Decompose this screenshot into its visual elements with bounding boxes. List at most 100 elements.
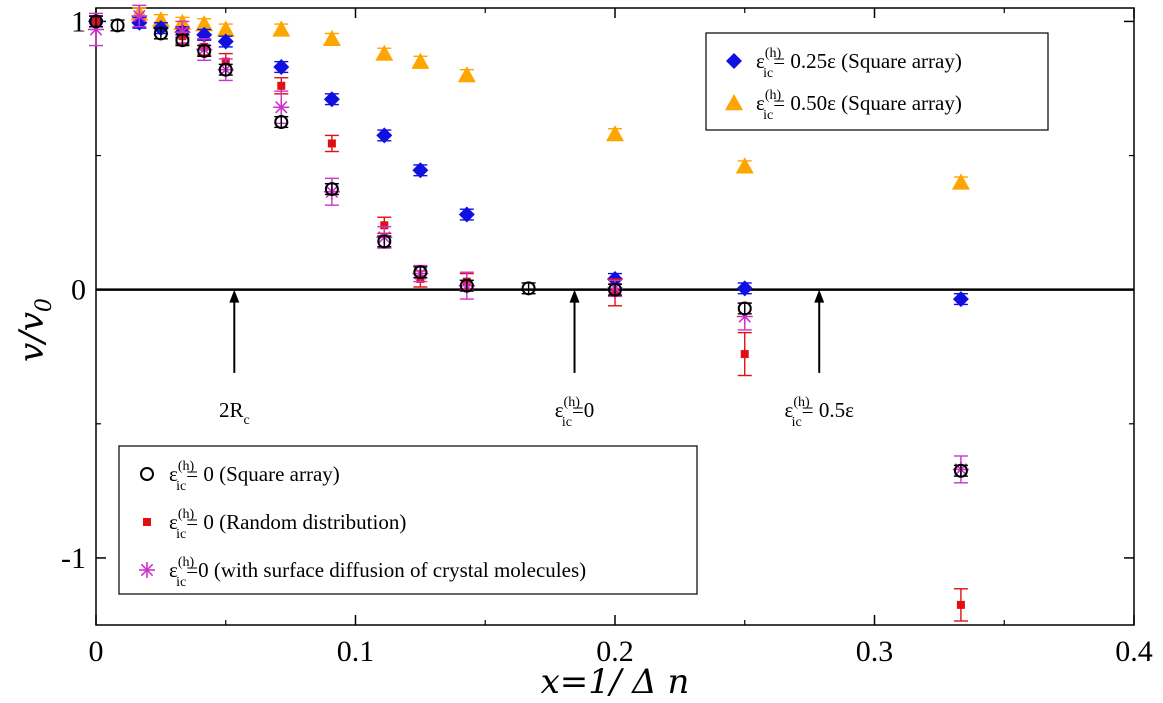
legend-epsilon: ε	[756, 91, 765, 115]
legend-label: ε(h) ic= 0 (Random distribution)	[169, 507, 406, 542]
marker-square	[327, 139, 336, 148]
legend-sup: (h)	[765, 88, 782, 103]
marker-circle	[521, 281, 536, 296]
marker-square	[740, 350, 749, 359]
marker-star	[139, 562, 155, 578]
arrow-head	[569, 289, 580, 303]
legend-entry: ε(h) ic=0 (with surface diffusion of crys…	[139, 555, 586, 590]
data-point	[218, 62, 233, 77]
legend-rest: =0 (with surface diffusion of crystal mo…	[186, 558, 586, 582]
marker-circle	[274, 115, 289, 130]
marker-triangle	[457, 66, 476, 83]
data-point	[521, 281, 536, 296]
axis-ticks: 0 0.1 0.2 0.3 0.4 1 0 -1	[61, 5, 1153, 668]
marker-triangle	[951, 173, 970, 190]
marker-diamond	[323, 91, 340, 108]
legend-epsilon: ε	[756, 49, 765, 73]
data-point	[951, 173, 970, 190]
marker-triangle	[216, 20, 235, 37]
legend-rest: = 0.25ε (Square array)	[773, 49, 962, 73]
marker-diamond	[458, 206, 475, 223]
marker-circle	[953, 463, 968, 478]
legend-entry: ε(h) ic= 0 (Random distribution)	[143, 507, 406, 542]
y-axis-label-main: v/v	[12, 312, 52, 362]
data-point	[273, 90, 290, 125]
annotation-sup: (h)	[564, 395, 581, 410]
y-axis-label: v/v0	[12, 298, 57, 362]
legend-top-right: ε(h) ic= 0.25ε (Square array)ε(h) ic= 0.50…	[705, 32, 1049, 131]
marker-square	[956, 600, 965, 609]
x-tick-label: 0.1	[337, 635, 375, 668]
marker-circle	[737, 301, 752, 316]
legend-label: ε(h) ic= 0.50ε (Square array)	[756, 88, 962, 123]
data-point	[110, 18, 125, 33]
annotation-epsilon: ε	[555, 398, 564, 422]
data-point	[608, 282, 622, 297]
legend-sub: ic	[763, 66, 773, 81]
x-tick-label: 0.3	[856, 635, 894, 668]
marker-square	[143, 518, 151, 526]
annotation-sup: (h)	[793, 395, 810, 410]
data-point	[153, 26, 168, 41]
data-point	[324, 134, 339, 153]
legend-sub: ic	[763, 108, 773, 123]
marker-circle	[89, 14, 103, 29]
y-tick-label: 0	[71, 274, 86, 307]
legend-rest: = 0 (Random distribution)	[186, 510, 406, 534]
legend-box	[705, 32, 1049, 131]
data-point	[737, 301, 752, 316]
legend-box	[118, 445, 698, 595]
data-point	[457, 66, 476, 83]
annotation-label: 2Rc	[219, 398, 250, 428]
series-circle	[89, 14, 968, 478]
marker-circle	[175, 33, 190, 48]
annotations: 2Rc ε(h) ic=0 ε(h) ic= 0.5ε	[219, 289, 855, 430]
marker-diamond	[952, 291, 969, 308]
legend-sub: ic	[176, 479, 186, 494]
data-point	[376, 127, 393, 144]
legend-epsilon: ε	[169, 558, 178, 582]
annotation-label: ε(h) ic= 0.5ε	[785, 395, 855, 430]
legend-epsilon: ε	[169, 510, 178, 534]
y-axis-label-sub: 0	[32, 298, 57, 312]
marker-diamond	[376, 127, 393, 144]
marker-triangle	[411, 52, 430, 69]
legend-sub: ic	[176, 527, 186, 542]
x-tick-label: 0.4	[1115, 635, 1153, 668]
marker-circle	[110, 18, 125, 33]
legends: ε(h) ic= 0.25ε (Square array)ε(h) ic= 0.50…	[118, 32, 1049, 595]
marker-circle	[140, 467, 154, 481]
data-point	[459, 278, 474, 293]
legend-sup: (h)	[178, 507, 195, 522]
annot-eps05: ε(h) ic= 0.5ε	[785, 289, 855, 430]
legend-label: ε(h) ic= 0.25ε (Square array)	[756, 46, 962, 81]
data-point	[737, 331, 752, 377]
marker-diamond	[217, 33, 234, 50]
data-point	[175, 33, 190, 48]
marker-triangle	[195, 15, 214, 32]
legend-sup: (h)	[765, 46, 782, 61]
legend-label: ε(h) ic=0 (with surface diffusion of crys…	[169, 555, 586, 590]
legend-rest: = 0.50ε (Square array)	[773, 91, 962, 115]
marker-triangle	[322, 29, 341, 47]
annotation-sub: ic	[792, 415, 802, 430]
marker-circle	[218, 62, 233, 77]
data-point	[273, 59, 290, 76]
series-triangle	[130, 4, 970, 190]
x-tick-label: 0	[89, 635, 104, 668]
legend-entry: ε(h) ic= 0 (Square array)	[140, 459, 340, 494]
data-point	[952, 291, 969, 308]
annotation-sub: c	[243, 413, 249, 428]
annotation-text: 2R	[219, 398, 244, 422]
data-point	[377, 234, 392, 249]
y-tick-label: -1	[61, 542, 86, 575]
data-point	[217, 33, 234, 50]
y-tick-label: 1	[71, 5, 86, 38]
legend-rest: = 0 (Square array)	[186, 462, 340, 486]
legend-label: ε(h) ic= 0 (Square array)	[169, 459, 340, 494]
data-point	[131, 4, 148, 28]
data-point	[323, 91, 340, 108]
annotation-epsilon: ε	[785, 398, 794, 422]
marker-triangle	[735, 157, 754, 174]
arrow-head	[814, 289, 825, 303]
